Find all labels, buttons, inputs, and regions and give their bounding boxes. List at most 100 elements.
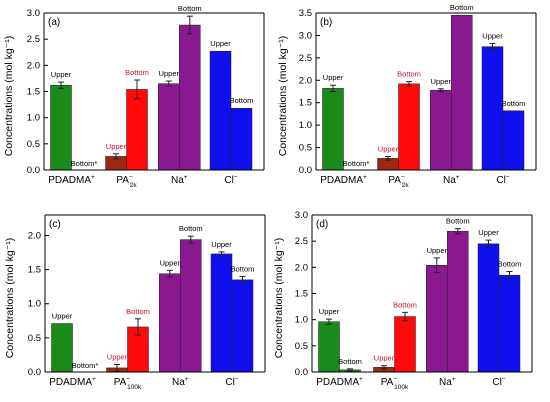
data-label: Upper bbox=[319, 307, 340, 316]
x-tick-label: Cl− bbox=[225, 376, 238, 388]
bar bbox=[158, 83, 180, 171]
data-label: Upper bbox=[52, 312, 73, 321]
data-label: Upper bbox=[211, 240, 232, 249]
x-tick-label: Cl− bbox=[224, 174, 237, 186]
x-tick-label: PDADMA+ bbox=[49, 376, 96, 388]
data-label: Bottom bbox=[231, 264, 255, 273]
bar bbox=[50, 84, 72, 171]
x-tick-label: Cl− bbox=[492, 376, 505, 388]
data-label: Bottom bbox=[393, 300, 417, 309]
y-axis-title: Concentrations (mol kg⁻¹) bbox=[4, 238, 16, 359]
data-label: Upper bbox=[378, 145, 399, 154]
data-label: Bottom bbox=[338, 357, 362, 366]
x-tick-label: PDADMA+ bbox=[316, 376, 363, 388]
y-tick-label: 1.5 bbox=[295, 289, 308, 300]
y-tick-label: 1.0 bbox=[299, 120, 312, 131]
bar bbox=[481, 46, 504, 171]
bar bbox=[322, 88, 344, 171]
bar bbox=[209, 50, 232, 171]
y-tick-label: 3.0 bbox=[27, 8, 40, 19]
data-label: Bottom bbox=[502, 99, 526, 108]
bar bbox=[51, 323, 73, 373]
data-label: Bottom* bbox=[72, 361, 99, 370]
x-tick-label: PDADMA+ bbox=[320, 174, 367, 186]
data-label: Upper bbox=[107, 352, 128, 361]
chart-panel: Upper Bottom* Upper Bottom Upper Bottom Upper B… bbox=[4, 214, 266, 391]
data-label: Bottom bbox=[126, 307, 150, 316]
x-tick-label: Cl− bbox=[496, 174, 509, 186]
y-tick-label: 0.5 bbox=[295, 341, 308, 352]
chart-panel: Upper Bottom Upper Bottom Upper Bottom Upper Bo… bbox=[273, 210, 533, 391]
y-tick-label: 1.5 bbox=[299, 98, 312, 109]
data-label: Upper bbox=[427, 246, 448, 255]
bar bbox=[180, 239, 202, 373]
bar bbox=[126, 89, 148, 171]
data-label: Upper bbox=[374, 354, 395, 363]
x-tick-label: PA− 2k bbox=[116, 174, 137, 189]
chart-panel: Upper Bottom* Upper Bottom Upper Bottom Upper B… bbox=[277, 3, 537, 189]
bar bbox=[231, 279, 254, 373]
data-label: Upper bbox=[106, 142, 127, 151]
y-axis-title: Concentrations (mol kg⁻¹) bbox=[3, 36, 15, 157]
data-label: Bottom bbox=[450, 3, 474, 12]
data-label: Bottom bbox=[498, 260, 522, 269]
chart-panel: Upper Bottom* Upper Bottom Upper Bottom Upper B… bbox=[3, 4, 265, 189]
y-tick-label: 0.0 bbox=[28, 367, 41, 378]
y-axis-title: Concentrations (mol kg⁻¹) bbox=[273, 238, 285, 359]
x-tick-label: Na+ bbox=[171, 174, 188, 186]
y-tick-label: 3.0 bbox=[299, 30, 312, 41]
y-tick-label: 2.0 bbox=[28, 230, 41, 241]
bar bbox=[430, 89, 452, 171]
bar bbox=[451, 14, 473, 171]
x-tick-label: Na+ bbox=[439, 376, 456, 388]
x-tick-label: PDADMA+ bbox=[48, 174, 95, 186]
x-tick-label: Na+ bbox=[172, 376, 189, 388]
x-tick-label: PA− 100k bbox=[114, 376, 142, 391]
panel-label: (b) bbox=[320, 17, 332, 28]
bar bbox=[230, 107, 253, 171]
y-tick-label: 0.5 bbox=[299, 143, 312, 154]
data-label: Bottom bbox=[230, 96, 254, 105]
y-axis-title: Concentrations (mol kg⁻¹) bbox=[277, 36, 289, 157]
y-tick-label: 2.5 bbox=[295, 236, 308, 247]
data-label: Upper bbox=[51, 70, 72, 79]
y-tick-label: 2.5 bbox=[27, 34, 40, 45]
y-tick-label: 2.0 bbox=[299, 75, 312, 86]
y-tick-label: 2.0 bbox=[295, 262, 308, 273]
data-label: Bottom bbox=[179, 224, 203, 233]
x-tick-label: PA− 2k bbox=[388, 174, 409, 189]
data-label: Upper bbox=[482, 32, 503, 41]
bar bbox=[477, 243, 500, 373]
y-tick-label: 0.5 bbox=[27, 139, 40, 150]
y-tick-label: 1.5 bbox=[28, 265, 41, 276]
panel-label: (c) bbox=[49, 219, 61, 230]
bar bbox=[394, 316, 416, 373]
y-tick-label: 0.5 bbox=[28, 333, 41, 344]
bar bbox=[318, 321, 340, 373]
x-tick-label: Na+ bbox=[443, 174, 460, 186]
y-tick-label: 0.0 bbox=[295, 367, 308, 378]
y-tick-label: 2.0 bbox=[27, 60, 40, 71]
y-tick-label: 3.0 bbox=[295, 210, 308, 221]
data-label: Upper bbox=[159, 69, 180, 78]
data-label: Upper bbox=[160, 258, 181, 267]
bar bbox=[426, 264, 448, 373]
data-label: Upper bbox=[478, 228, 499, 237]
panel-label: (a) bbox=[48, 17, 60, 28]
data-label: Upper bbox=[431, 77, 452, 86]
data-label: Bottom* bbox=[343, 159, 370, 168]
bar bbox=[447, 230, 469, 373]
y-tick-label: 0.0 bbox=[27, 165, 40, 176]
data-label: Bottom bbox=[397, 70, 421, 79]
y-tick-label: 2.5 bbox=[299, 53, 312, 64]
y-tick-label: 1.0 bbox=[27, 113, 40, 124]
bar bbox=[498, 274, 521, 373]
data-label: Bottom bbox=[178, 4, 202, 13]
data-label: Bottom bbox=[446, 217, 470, 226]
bar bbox=[502, 110, 525, 171]
y-tick-label: 1.0 bbox=[295, 315, 308, 326]
panel-label: (d) bbox=[316, 219, 328, 230]
y-tick-label: 0.0 bbox=[299, 165, 312, 176]
bar bbox=[398, 83, 420, 171]
